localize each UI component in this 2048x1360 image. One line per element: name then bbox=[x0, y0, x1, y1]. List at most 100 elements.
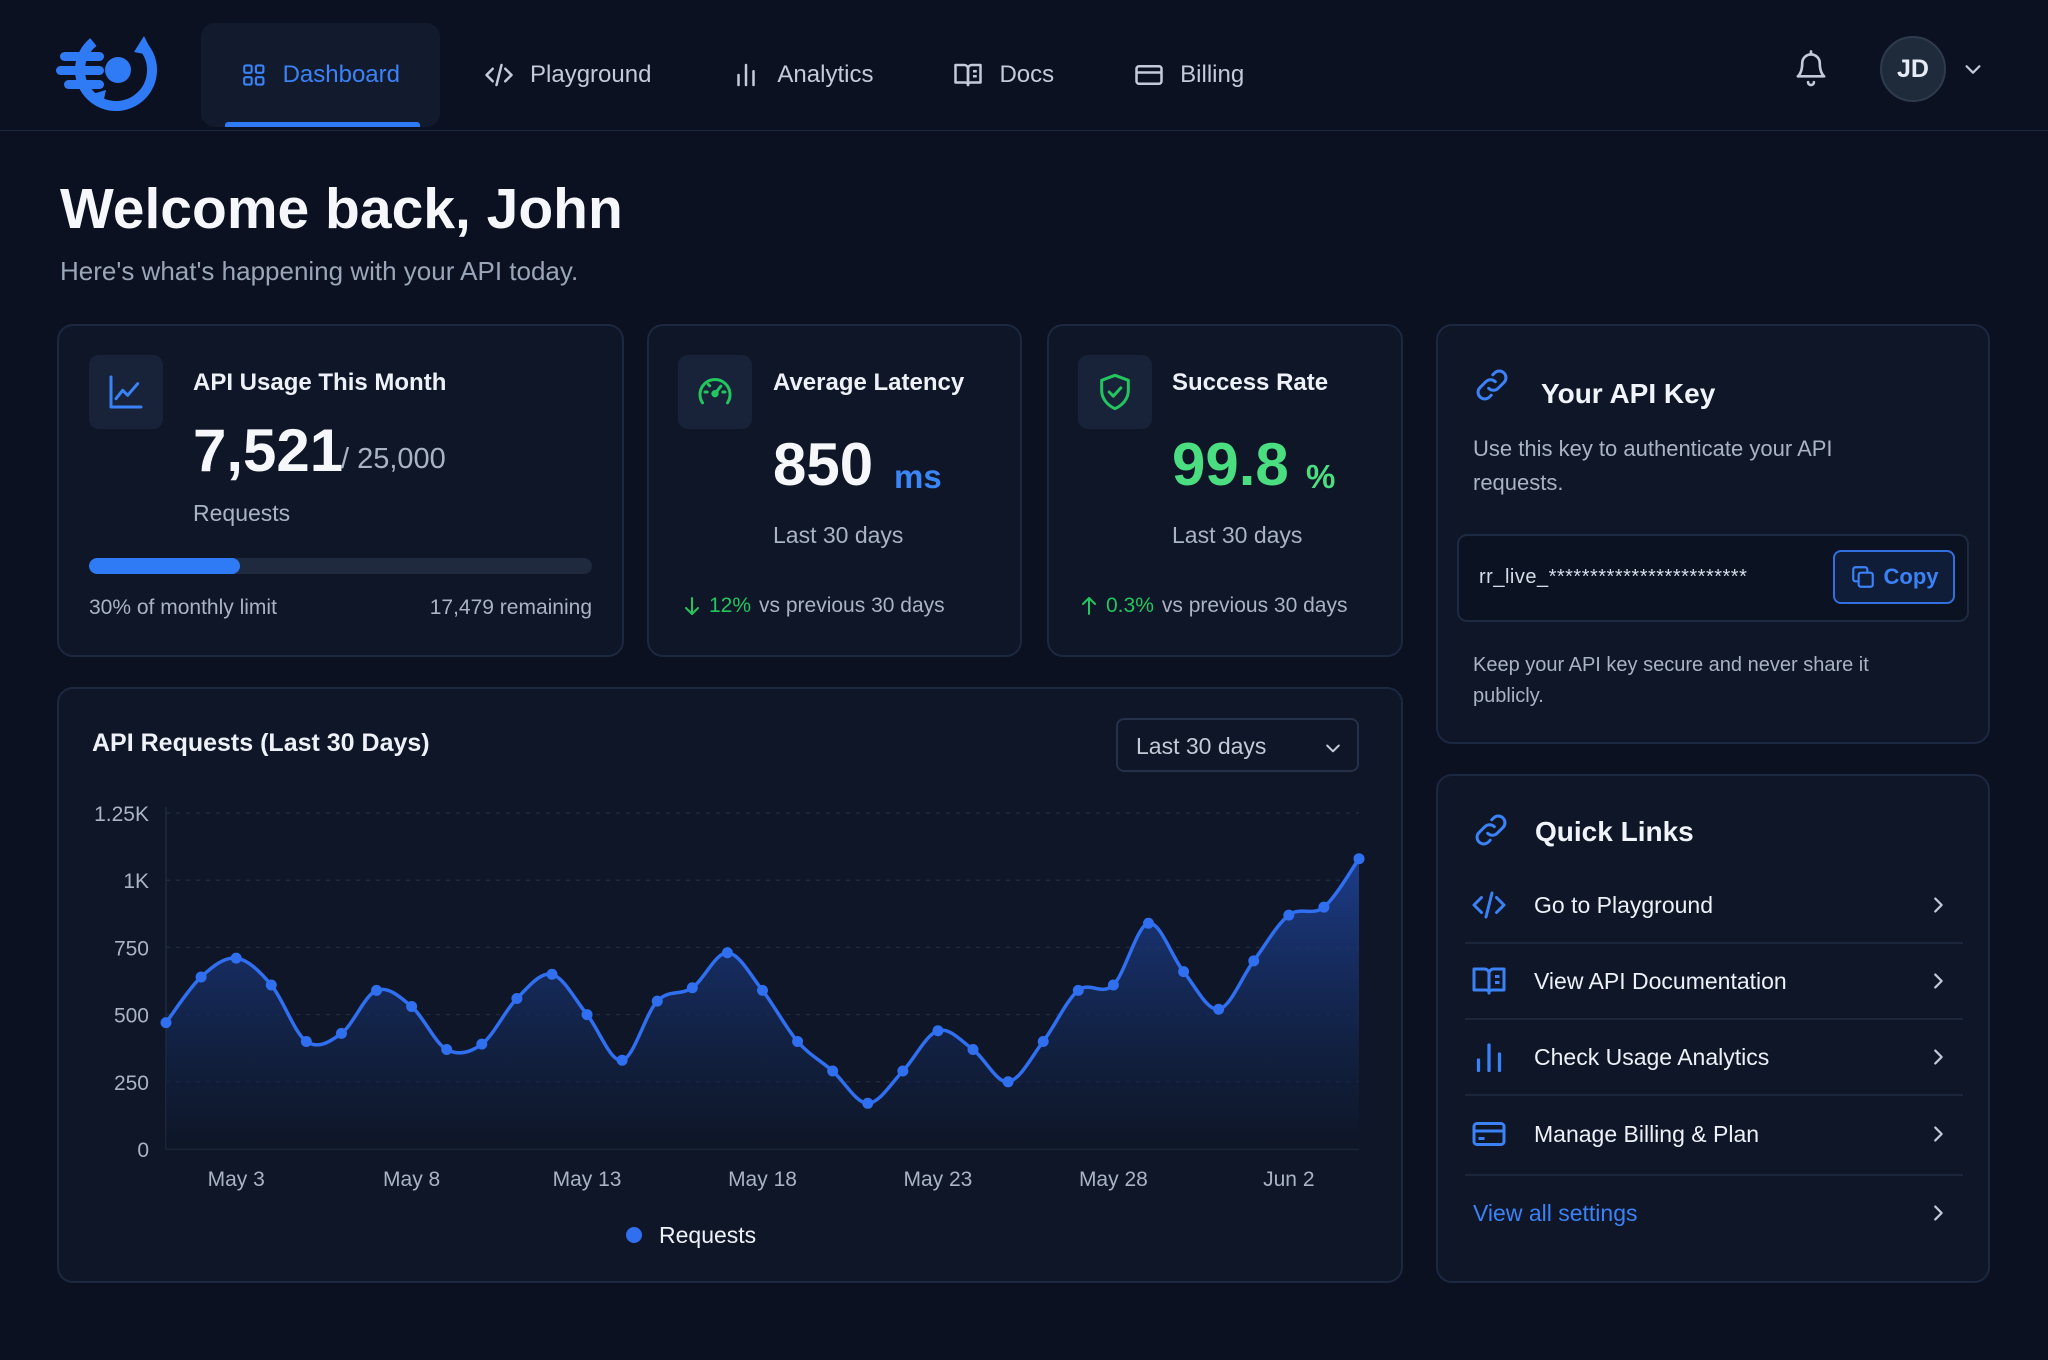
top-navigation-bar: Dashboard Playground Analytics Docs bbox=[0, 0, 2048, 131]
requests-data-point bbox=[406, 1001, 418, 1013]
usage-unit: Requests bbox=[193, 500, 291, 526]
arrow-down-icon bbox=[685, 597, 699, 615]
nav-tab-billing[interactable]: Billing bbox=[1094, 23, 1284, 127]
requests-data-point bbox=[581, 1009, 593, 1021]
requests-data-point bbox=[967, 1044, 979, 1056]
latency-value: 850 bbox=[773, 431, 874, 498]
trend-text: vs previous 30 days bbox=[1161, 594, 1348, 617]
quick-link-billing[interactable]: Manage Billing & Plan bbox=[1465, 1096, 1963, 1172]
quick-link-label: Go to Playground bbox=[1534, 891, 1714, 918]
nav-tab-dashboard[interactable]: Dashboard bbox=[201, 23, 440, 127]
bar-chart-icon bbox=[1476, 1043, 1502, 1073]
requests-data-point bbox=[1213, 1003, 1225, 1015]
quick-link-label: Check Usage Analytics bbox=[1534, 1043, 1770, 1070]
nav-tab-label: Dashboard bbox=[282, 61, 400, 88]
card-title: Success Rate bbox=[1172, 369, 1329, 396]
link-icon bbox=[1476, 369, 1508, 401]
copy-label: Copy bbox=[1883, 564, 1939, 589]
chevron-right-icon bbox=[1934, 1049, 1943, 1065]
api-key-value[interactable]: rr_live_************************ bbox=[1479, 566, 1748, 588]
chevron-down-icon bbox=[1326, 744, 1340, 753]
page-title: Welcome back, John bbox=[60, 177, 623, 241]
usage-progress-bar bbox=[89, 558, 592, 574]
nav-tab-label: Docs bbox=[999, 61, 1055, 88]
legend-marker bbox=[626, 1227, 642, 1243]
success-period: Last 30 days bbox=[1172, 522, 1303, 548]
requests-data-point bbox=[300, 1035, 312, 1047]
date-range-value: Last 30 days bbox=[1136, 733, 1267, 759]
y-tick-label: 500 bbox=[114, 1005, 149, 1028]
latency-trend: 12% vs previous 30 days bbox=[683, 594, 945, 618]
success-rate-card: Success Rate 99.8 % Last 30 days 0.3% vs… bbox=[1047, 324, 1403, 657]
requests-data-point bbox=[932, 1025, 944, 1037]
chevron-right-icon bbox=[1934, 1205, 1943, 1221]
chart-title: API Requests (Last 30 Days) bbox=[92, 729, 430, 757]
card-title: Quick Links bbox=[1535, 816, 1694, 847]
user-avatar[interactable]: JD bbox=[1880, 36, 1946, 102]
quick-link-playground[interactable]: Go to Playground bbox=[1465, 868, 1963, 944]
book-icon bbox=[954, 63, 983, 87]
usage-remaining-label: 17,479 remaining bbox=[429, 596, 592, 619]
credit-card-icon bbox=[1135, 65, 1163, 85]
trend-text: vs previous 30 days bbox=[759, 594, 945, 617]
card-title: API Usage This Month bbox=[193, 369, 447, 396]
card-title: Average Latency bbox=[773, 369, 965, 396]
x-tick-label: Jun 2 bbox=[1263, 1168, 1314, 1191]
x-tick-label: May 28 bbox=[1079, 1168, 1148, 1191]
quick-link-label: View API Documentation bbox=[1534, 967, 1787, 994]
usage-percent-label: 30% of monthly limit bbox=[89, 596, 277, 619]
requests-data-point bbox=[195, 971, 207, 983]
speedometer-icon bbox=[698, 378, 732, 405]
chevron-right-icon bbox=[1934, 1126, 1943, 1142]
success-trend: 0.3% vs previous 30 days bbox=[1080, 594, 1347, 618]
api-requests-chart-card: API Requests (Last 30 Days) Last 30 days… bbox=[57, 687, 1403, 1283]
requests-data-point bbox=[616, 1054, 628, 1066]
trend-percent: 0.3% bbox=[1106, 594, 1154, 617]
requests-data-point bbox=[230, 952, 242, 964]
view-all-label: View all settings bbox=[1473, 1199, 1638, 1226]
nav-tab-docs[interactable]: Docs bbox=[913, 23, 1094, 127]
app-logo-icon[interactable] bbox=[56, 22, 160, 118]
nav-tab-playground[interactable]: Playground bbox=[440, 23, 691, 127]
page-subtitle: Here's what's happening with your API to… bbox=[60, 256, 579, 286]
api-key-field: rr_live_************************ Copy bbox=[1457, 534, 1969, 622]
requests-data-point bbox=[476, 1038, 488, 1050]
icon-tile bbox=[678, 355, 752, 429]
requests-data-point bbox=[335, 1027, 347, 1039]
latency-unit: ms bbox=[894, 458, 942, 495]
usage-limit: / 25,000 bbox=[341, 443, 446, 475]
requests-data-point bbox=[862, 1097, 874, 1109]
requests-data-point bbox=[1178, 966, 1190, 978]
x-tick-label: May 8 bbox=[383, 1168, 440, 1191]
quick-links-card: Quick Links Go to Playground View API Do… bbox=[1436, 774, 1990, 1283]
api-usage-card: API Usage This Month 7,521 / 25,000 Requ… bbox=[57, 324, 624, 657]
api-key-security-note: Keep your API key secure and never share… bbox=[1473, 654, 1869, 707]
link-icon bbox=[1475, 814, 1507, 846]
requests-data-point bbox=[160, 1017, 172, 1029]
notification-bell-icon[interactable] bbox=[1793, 50, 1829, 88]
copy-api-key-button[interactable]: Copy bbox=[1833, 550, 1955, 604]
code-icon bbox=[485, 63, 513, 87]
arrow-up-icon bbox=[1082, 597, 1096, 615]
quick-link-analytics[interactable]: Check Usage Analytics bbox=[1465, 1020, 1963, 1096]
requests-data-point bbox=[1002, 1076, 1014, 1088]
requests-data-point bbox=[265, 979, 277, 991]
requests-data-point bbox=[441, 1044, 453, 1056]
requests-area-fill bbox=[166, 858, 1359, 1149]
legend-label: Requests bbox=[659, 1222, 756, 1248]
chevron-down-icon[interactable] bbox=[1962, 58, 1984, 80]
requests-data-point bbox=[827, 1065, 839, 1077]
view-all-settings-link[interactable]: View all settings bbox=[1465, 1174, 1963, 1250]
card-title: Your API Key bbox=[1541, 378, 1716, 409]
nav-tab-analytics[interactable]: Analytics bbox=[691, 23, 913, 127]
quick-link-label: Manage Billing & Plan bbox=[1534, 1120, 1760, 1147]
usage-progress-fill bbox=[89, 558, 240, 574]
date-range-select[interactable]: Last 30 days bbox=[1116, 718, 1359, 772]
requests-data-point bbox=[757, 984, 768, 996]
y-tick-label: 1.25K bbox=[94, 803, 149, 826]
chevron-right-icon bbox=[1934, 897, 1943, 913]
usage-value: 7,521 bbox=[193, 417, 344, 484]
copy-icon bbox=[1851, 566, 1874, 588]
quick-link-documentation[interactable]: View API Documentation bbox=[1465, 944, 1963, 1020]
requests-data-point bbox=[897, 1065, 909, 1077]
